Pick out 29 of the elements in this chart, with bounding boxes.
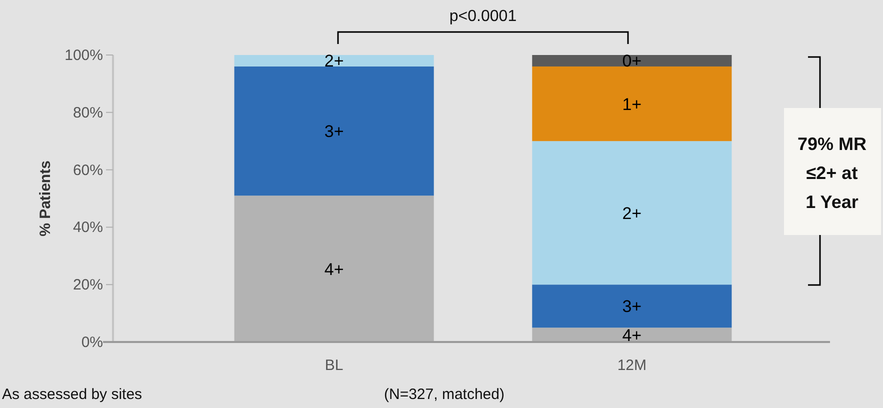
series-label: 0+ bbox=[622, 52, 642, 71]
text: p<0.0001 bbox=[449, 8, 517, 25]
bar bbox=[234, 196, 434, 342]
text: 3+ bbox=[324, 122, 344, 142]
series-label: 4+ bbox=[622, 326, 642, 345]
y-axis-title: % Patients bbox=[37, 160, 54, 236]
text: 2+ bbox=[622, 204, 642, 223]
x-tick-label: BL bbox=[324, 357, 344, 374]
bar bbox=[532, 284, 732, 328]
x-tick-label: 12M bbox=[617, 357, 647, 374]
bar bbox=[234, 66, 434, 196]
text: (N=327, matched) bbox=[384, 386, 504, 403]
text: 4+ bbox=[324, 260, 344, 279]
text: As assessed by sites bbox=[2, 386, 142, 403]
y-tick-label: 100% bbox=[64, 47, 103, 64]
y-tick-label: 40% bbox=[72, 219, 103, 236]
series-label: 3+ bbox=[622, 297, 642, 316]
bar bbox=[532, 66, 732, 142]
y-tick-label: 20% bbox=[72, 276, 103, 294]
series-label: 2+ bbox=[324, 52, 344, 71]
y-tick-label: 0% bbox=[81, 334, 103, 351]
bar bbox=[532, 328, 732, 342]
bar bbox=[234, 55, 434, 66]
series-label: 1+ bbox=[622, 94, 642, 114]
bar bbox=[532, 141, 732, 285]
annotation: 79% MR ≤2+ at 1 Year bbox=[797, 134, 867, 212]
y-tick-label: 60% bbox=[72, 162, 103, 179]
y-tick-label: 80% bbox=[72, 104, 103, 122]
bar bbox=[532, 55, 732, 66]
